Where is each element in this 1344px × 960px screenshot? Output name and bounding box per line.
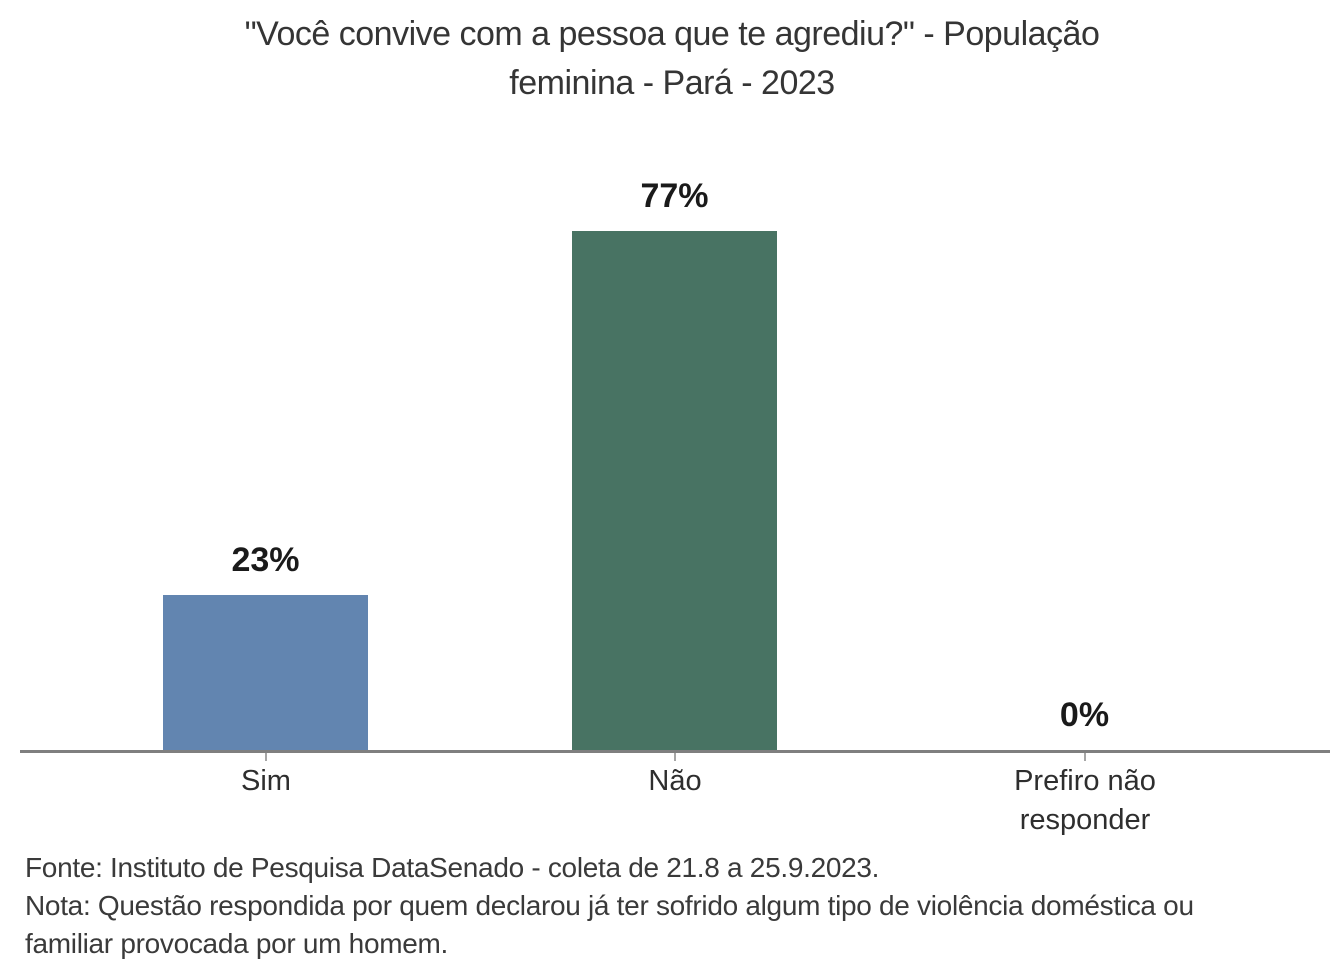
x-axis-tick-prefiro-nao-responder <box>1084 753 1086 761</box>
value-label-nao: 77% <box>640 177 709 215</box>
x-axis-tick-sim <box>265 753 267 761</box>
value-label-sim: 23% <box>231 541 300 579</box>
value-label-prefiro-nao-responder: 0% <box>1059 696 1110 734</box>
source-note: Fonte: Instituto de Pesquisa DataSenado … <box>25 852 880 883</box>
chart-footer: Fonte: Instituto de Pesquisa DataSenado … <box>25 849 1195 960</box>
bar-sim <box>163 595 368 750</box>
chart-title-line-2: feminina - Pará - 2023 <box>509 64 835 102</box>
chart-title: "Você convive com a pessoa que te agredi… <box>0 10 1344 108</box>
methodology-note: Nota: Questão respondida por quem declar… <box>25 890 1194 959</box>
plot-area: 23% 77% 0% <box>20 160 1330 761</box>
chart-title-line-1: "Você convive com a pessoa que te agredi… <box>244 15 1100 53</box>
x-axis-label-prefiro-nao-responder: Prefiro não responder <box>1014 765 1156 836</box>
x-axis-label-nao: Não <box>648 765 702 797</box>
x-axis-tick-nao <box>674 753 676 761</box>
bar-nao <box>572 231 777 750</box>
x-axis-label-sim: Sim <box>241 765 291 797</box>
